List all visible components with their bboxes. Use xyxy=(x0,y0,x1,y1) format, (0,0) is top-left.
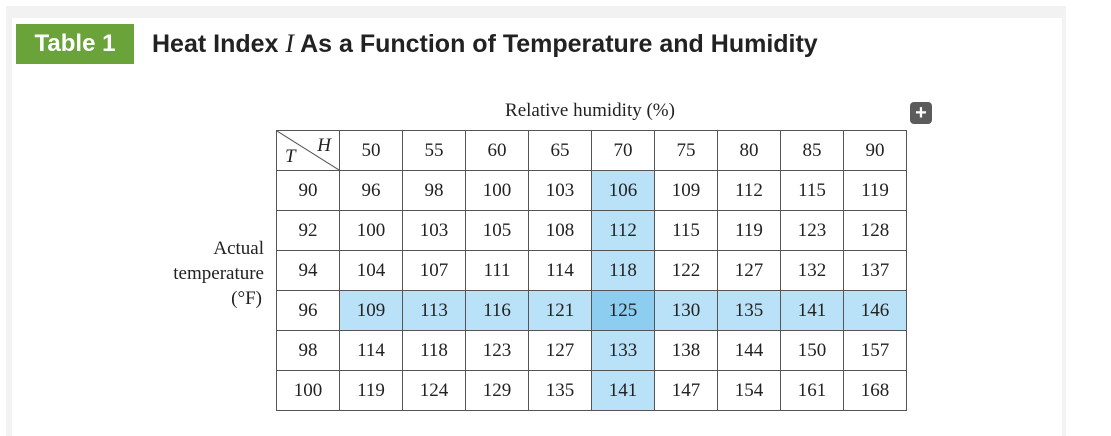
humidity-header-cell: 65 xyxy=(528,130,592,171)
temperature-header-cell: 98 xyxy=(276,330,340,371)
heat-index-cell: 103 xyxy=(528,170,592,211)
heat-index-cell: 96 xyxy=(339,170,403,211)
table-row: 92 100 103 105 108 112 115 119 123 128 xyxy=(276,210,907,251)
humidity-header-cell: 90 xyxy=(843,130,907,171)
temperature-variable: T xyxy=(285,146,296,167)
heat-index-cell: 138 xyxy=(654,330,718,371)
heat-index-cell: 127 xyxy=(528,330,592,371)
heat-index-cell: 119 xyxy=(843,170,907,211)
heat-index-cell: 114 xyxy=(339,330,403,371)
row-axis-label-line: Actual xyxy=(213,238,264,259)
heat-index-cell: 137 xyxy=(843,250,907,291)
heat-index-cell: 115 xyxy=(654,210,718,251)
humidity-header-cell: 55 xyxy=(402,130,466,171)
heat-index-cell: 146 xyxy=(843,290,907,331)
heat-index-cell: 109 xyxy=(339,290,403,331)
table-title: Heat Index I As a Function of Temperatur… xyxy=(152,26,818,62)
heat-index-cell: 150 xyxy=(780,330,844,371)
temperature-header-cell: 92 xyxy=(276,210,340,251)
humidity-header-cell: 50 xyxy=(339,130,403,171)
heat-index-cell: 144 xyxy=(717,330,781,371)
heat-index-cell: 118 xyxy=(402,330,466,371)
heat-index-cell: 123 xyxy=(465,330,529,371)
heat-index-cell: 122 xyxy=(654,250,718,291)
plus-icon: + xyxy=(915,102,927,124)
heat-index-cell: 141 xyxy=(780,290,844,331)
heat-index-cell: 132 xyxy=(780,250,844,291)
humidity-header-cell: 80 xyxy=(717,130,781,171)
row-axis-label: Actual temperature (°F) xyxy=(150,236,264,311)
humidity-header-cell: 85 xyxy=(780,130,844,171)
heat-index-cell: 123 xyxy=(780,210,844,251)
heat-index-cell: 154 xyxy=(717,370,781,411)
heat-index-cell: 106 xyxy=(591,170,655,211)
heat-index-cell: 124 xyxy=(402,370,466,411)
heat-index-cell: 141 xyxy=(591,370,655,411)
heat-index-cell: 109 xyxy=(654,170,718,211)
heat-index-cell: 100 xyxy=(465,170,529,211)
table-row: 90 96 98 100 103 106 109 112 115 119 xyxy=(276,170,907,211)
temperature-header-cell: 94 xyxy=(276,250,340,291)
heat-index-cell: 100 xyxy=(339,210,403,251)
table-number-tag: Table 1 xyxy=(16,24,134,64)
temperature-header-cell: 96 xyxy=(276,290,340,331)
heat-index-cell: 161 xyxy=(780,370,844,411)
expand-button[interactable]: + xyxy=(910,102,932,124)
table-row: 96 109 113 116 121 125 130 135 141 146 xyxy=(276,290,907,331)
heat-index-cell: 130 xyxy=(654,290,718,331)
humidity-header-cell: 70 xyxy=(591,130,655,171)
heat-index-cell: 104 xyxy=(339,250,403,291)
heat-index-cell: 114 xyxy=(528,250,592,291)
corner-diagonal xyxy=(277,131,339,170)
table-title-prefix: Heat Index xyxy=(152,30,286,58)
heat-index-cell: 108 xyxy=(528,210,592,251)
humidity-header-cell: 75 xyxy=(654,130,718,171)
heat-index-cell: 103 xyxy=(402,210,466,251)
heat-index-cell: 115 xyxy=(780,170,844,211)
heat-index-cell: 125 xyxy=(591,290,655,331)
heat-index-cell: 135 xyxy=(528,370,592,411)
temperature-header-cell: 100 xyxy=(276,370,340,411)
heat-index-cell: 111 xyxy=(465,250,529,291)
heat-index-cell: 129 xyxy=(465,370,529,411)
heat-index-cell: 157 xyxy=(843,330,907,371)
heat-index-cell: 113 xyxy=(402,290,466,331)
humidity-variable: H xyxy=(317,135,331,156)
table-row: 100 119 124 129 135 141 147 154 161 168 xyxy=(276,370,907,411)
table-row: 98 114 118 123 127 133 138 144 150 157 xyxy=(276,330,907,371)
row-axis-label-line: temperature xyxy=(173,263,264,284)
temperature-header-cell: 90 xyxy=(276,170,340,211)
humidity-header-cell: 60 xyxy=(465,130,529,171)
heat-index-table: H T 50 55 60 65 70 75 80 85 90 90 96 98 100 103 106 109 11… xyxy=(276,130,907,411)
heat-index-cell: 127 xyxy=(717,250,781,291)
heat-index-cell: 112 xyxy=(717,170,781,211)
heat-index-cell: 112 xyxy=(591,210,655,251)
heat-index-cell: 116 xyxy=(465,290,529,331)
column-axis-label: Relative humidity (%) xyxy=(505,100,675,121)
heat-index-cell: 121 xyxy=(528,290,592,331)
table-header-row: H T 50 55 60 65 70 75 80 85 90 xyxy=(276,130,907,171)
heat-index-cell: 147 xyxy=(654,370,718,411)
heat-index-cell: 168 xyxy=(843,370,907,411)
heat-index-cell: 133 xyxy=(591,330,655,371)
heat-index-cell: 105 xyxy=(465,210,529,251)
heat-index-cell: 98 xyxy=(402,170,466,211)
heat-index-cell: 107 xyxy=(402,250,466,291)
table-row: 94 104 107 111 114 118 122 127 132 137 xyxy=(276,250,907,291)
heat-index-cell: 118 xyxy=(591,250,655,291)
row-axis-label-line: (°F) xyxy=(231,288,262,309)
table-title-variable: I xyxy=(285,29,295,58)
heat-index-cell: 119 xyxy=(717,210,781,251)
heat-index-cell: 128 xyxy=(843,210,907,251)
heat-index-cell: 119 xyxy=(339,370,403,411)
table-title-suffix: As a Function of Temperature and Humidit… xyxy=(294,30,818,58)
heat-index-cell: 135 xyxy=(717,290,781,331)
